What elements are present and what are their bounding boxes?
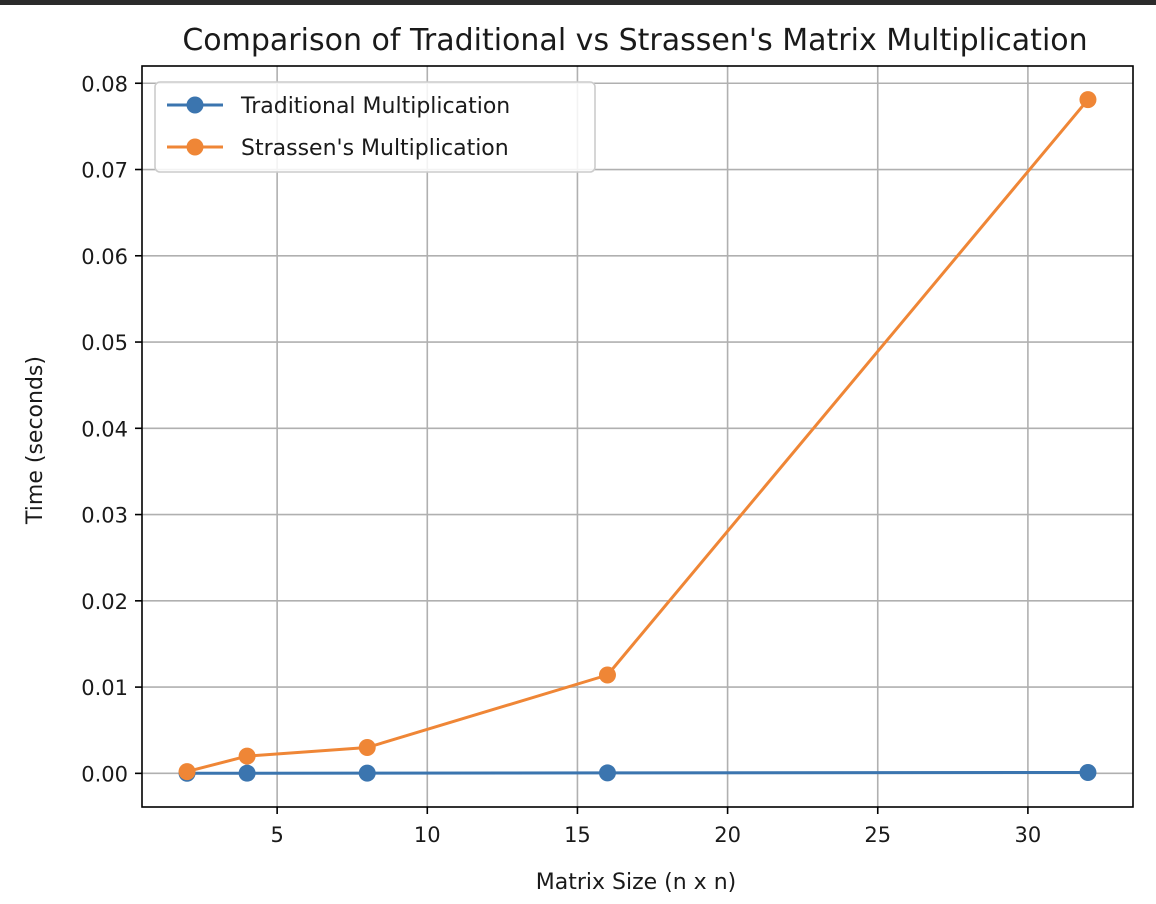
plot-frame bbox=[141, 65, 1134, 808]
legend-entry-label: Strassen's Multiplication bbox=[241, 136, 509, 161]
series-line-traditional bbox=[186, 771, 1089, 775]
x-tick-label: 5 bbox=[270, 823, 283, 847]
legend-entry-label: Traditional Multiplication bbox=[240, 94, 510, 119]
data-point-traditional bbox=[1079, 763, 1097, 781]
data-point-traditional bbox=[358, 764, 376, 782]
y-tick-label: 0.08 bbox=[81, 72, 128, 96]
y-tick-label: 0.01 bbox=[81, 676, 128, 700]
legend-marker-swatch bbox=[186, 96, 204, 114]
x-axis-label: Matrix Size (n x n) bbox=[536, 870, 736, 895]
y-tick-label: 0.07 bbox=[81, 159, 128, 183]
y-tick-label: 0.00 bbox=[81, 762, 128, 786]
y-tick-label: 0.03 bbox=[81, 504, 128, 528]
y-tick-label: 0.05 bbox=[81, 331, 128, 355]
data-point-strassen bbox=[598, 666, 616, 684]
chart-title: Comparison of Traditional vs Strassen's … bbox=[182, 23, 1087, 58]
data-point-strassen bbox=[238, 747, 256, 765]
x-tick-label: 10 bbox=[414, 823, 441, 847]
x-tick-label: 25 bbox=[864, 823, 891, 847]
y-axis-label: Time (seconds) bbox=[23, 356, 48, 525]
x-tick-label: 30 bbox=[1015, 823, 1042, 847]
legend-marker-swatch bbox=[186, 138, 204, 156]
y-tick-label: 0.04 bbox=[81, 417, 128, 441]
data-point-strassen bbox=[178, 763, 196, 781]
data-point-strassen bbox=[1079, 91, 1097, 109]
data-point-strassen bbox=[358, 738, 376, 756]
window-top-border bbox=[0, 0, 1156, 5]
y-tick-label: 0.06 bbox=[81, 245, 128, 269]
legend-box bbox=[154, 81, 596, 173]
data-point-traditional bbox=[238, 764, 256, 782]
legend: Traditional Multiplication Strassen's Mul… bbox=[154, 81, 596, 173]
x-tick-label: 15 bbox=[564, 823, 591, 847]
axes: 5 10 15 20 25 30 0.00 0.01 0.02 0.03 0.04 0.05 0.06 0… bbox=[81, 65, 1134, 847]
series-group bbox=[178, 91, 1097, 782]
y-tick-label: 0.02 bbox=[81, 590, 128, 614]
x-tick-label: 20 bbox=[714, 823, 741, 847]
data-point-traditional bbox=[598, 764, 616, 782]
